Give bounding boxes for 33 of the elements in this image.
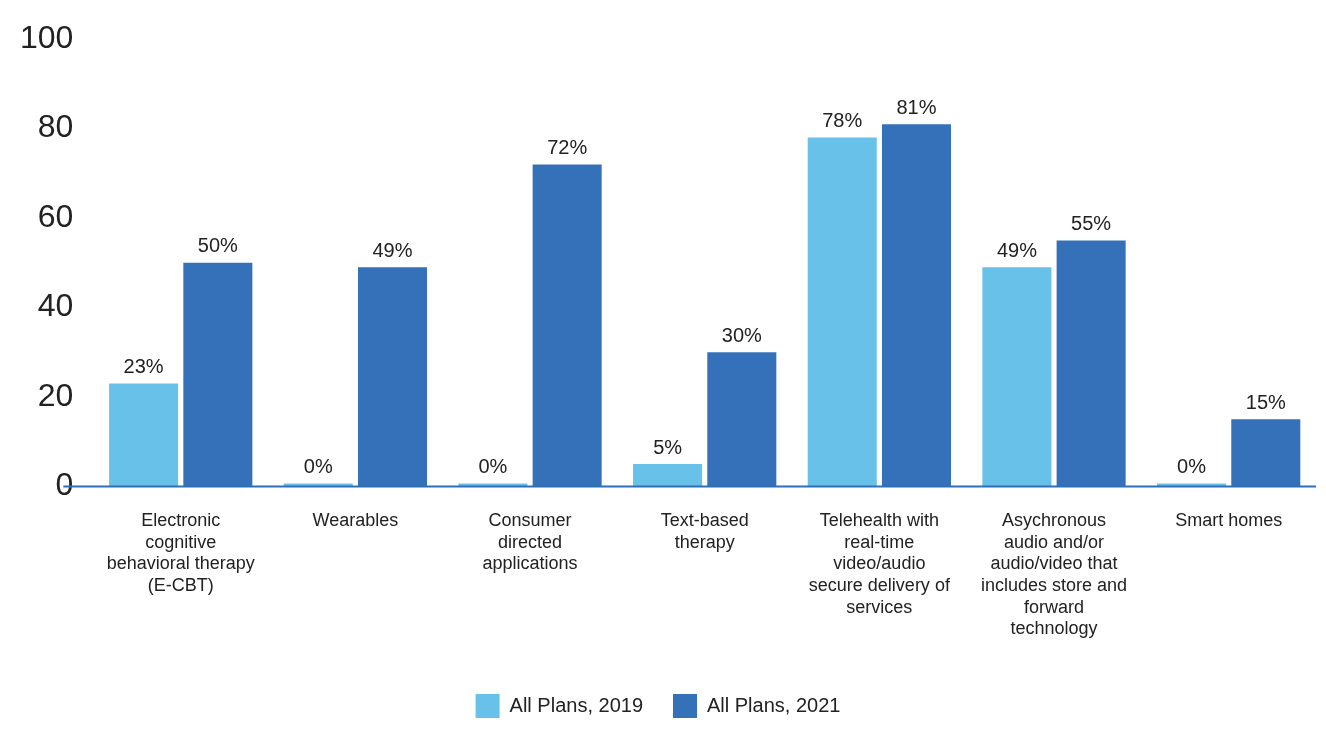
- bar: [633, 464, 703, 487]
- x-tick-label: Electronic cognitive behavioral therapy (E-CBT): [106, 510, 255, 595]
- data-label: 81%: [896, 95, 937, 118]
- data-label: 15%: [1245, 390, 1287, 413]
- x-tick-label: Smart homes: [1175, 510, 1283, 531]
- data-label: 30%: [721, 323, 763, 346]
- x-tick-label: Telehealth with real-time video/audio secure delivery of services: [808, 510, 951, 617]
- data-label: 55%: [1071, 211, 1112, 234]
- y-tick-label: 80: [37, 108, 74, 145]
- x-tick-label: Asychronous audio and/or audio/video that includes store and forward technology: [980, 510, 1128, 639]
- bar: [109, 383, 179, 487]
- data-label: 0%: [478, 454, 508, 477]
- data-label: 72%: [547, 135, 588, 158]
- data-label: 49%: [372, 238, 413, 261]
- y-tick-label: 20: [37, 376, 74, 413]
- x-tick-label: Text-based therapy: [660, 510, 749, 552]
- x-tick-label: Wearables: [312, 510, 399, 531]
- y-tick-label: 100: [20, 19, 74, 56]
- legend-label: All Plans, 2019: [509, 693, 643, 716]
- bar: [807, 137, 877, 487]
- y-tick-label: 0: [55, 466, 74, 503]
- data-label: 0%: [1177, 454, 1207, 477]
- data-label: 50%: [197, 234, 239, 257]
- data-label: 78%: [822, 109, 863, 132]
- data-label: 0%: [303, 454, 333, 477]
- x-tick-label: Consumer directed applications: [482, 510, 578, 574]
- data-label: 5%: [653, 435, 683, 458]
- y-tick-label: 60: [37, 197, 74, 234]
- bar: [982, 267, 1052, 487]
- legend-label: All Plans, 2021: [707, 693, 841, 716]
- y-tick-label: 40: [37, 287, 74, 324]
- data-label: 23%: [123, 355, 164, 378]
- data-label: 49%: [996, 238, 1038, 261]
